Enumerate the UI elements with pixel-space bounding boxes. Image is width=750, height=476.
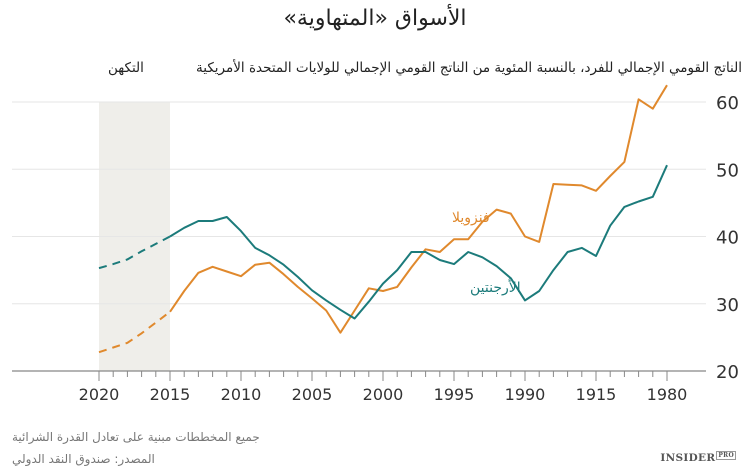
series-label: فنزويلا xyxy=(452,210,490,226)
series-line xyxy=(169,84,668,334)
y-tick-label: 40 xyxy=(716,228,739,249)
series-line xyxy=(169,164,668,320)
chart-subtitle: الناتج القومي الإجمالي للفرد، بالنسبة ال… xyxy=(196,60,742,76)
x-tick-label: 1995 xyxy=(434,385,475,404)
x-tick-label: 1980 xyxy=(647,385,688,404)
y-tick-label: 60 xyxy=(716,93,739,114)
footnote: جميع المخططات مبنية على تعادل القدرة الش… xyxy=(12,430,260,444)
chart-title: الأسواق «المتهاوية» xyxy=(283,6,467,31)
series-label: الأرجنتين xyxy=(470,278,521,296)
y-tick-label: 50 xyxy=(716,160,739,181)
y-tick-label: 20 xyxy=(716,362,739,383)
logo-text: INSIDER xyxy=(660,452,716,464)
x-tick-label: 2015 xyxy=(150,385,191,404)
y-tick-label: 30 xyxy=(716,295,739,316)
x-tick-label: 2000 xyxy=(363,385,404,404)
x-tick-label: 1990 xyxy=(505,385,546,404)
forecast-label: التكهن xyxy=(108,60,144,76)
source-note: المصدر: صندوق النقد الدولي xyxy=(12,452,155,466)
insider-logo: INSIDER PRO xyxy=(660,451,736,464)
x-tick-label: 2005 xyxy=(292,385,333,404)
x-tick-label: 2020 xyxy=(79,385,120,404)
x-tick-label: 2010 xyxy=(221,385,262,404)
x-tick-label: 1915 xyxy=(576,385,617,404)
logo-badge: PRO xyxy=(716,451,736,460)
